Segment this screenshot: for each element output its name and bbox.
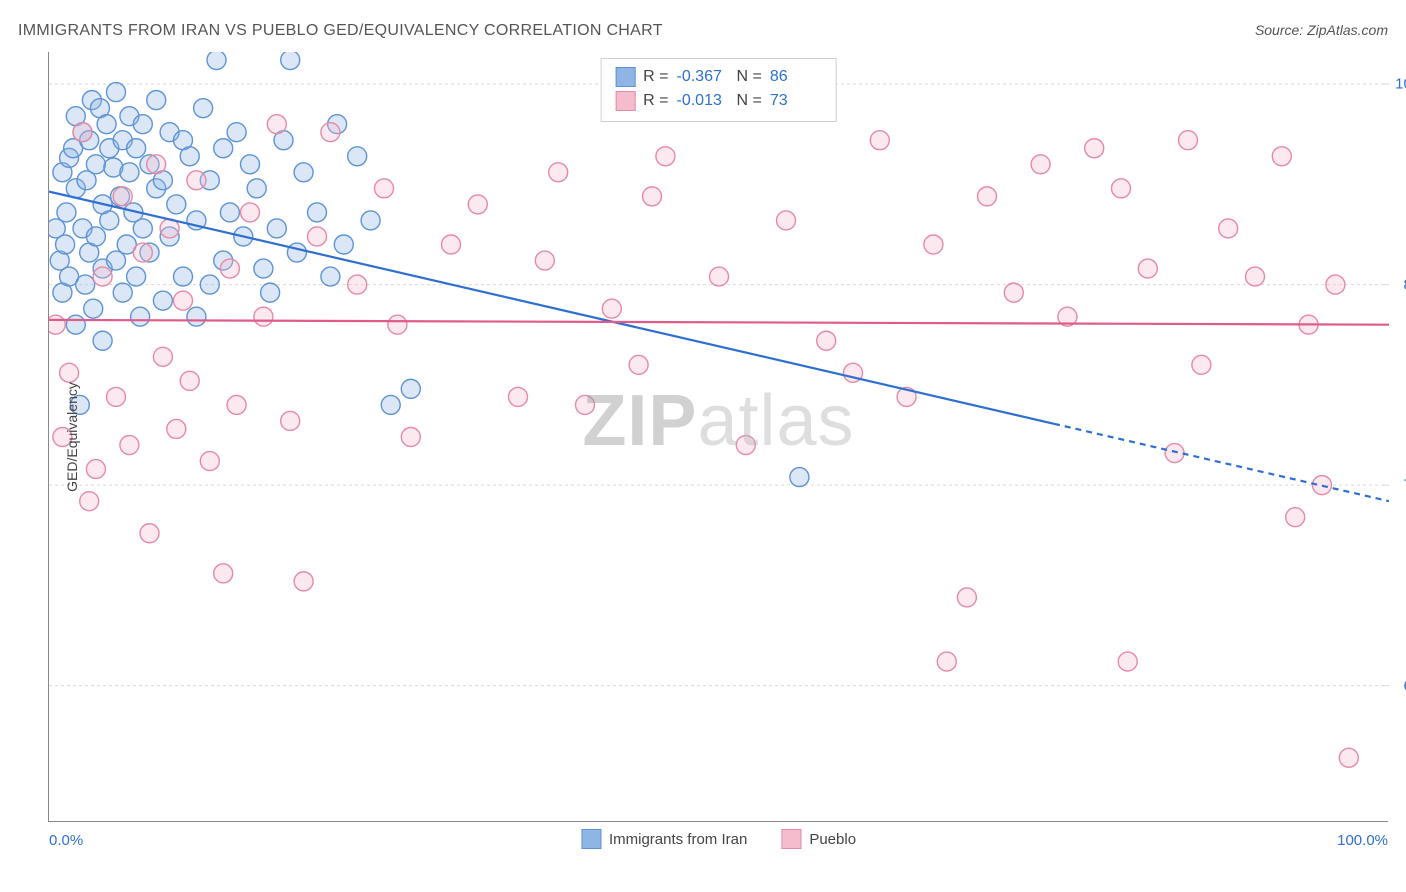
legend-item-pueblo: Pueblo <box>781 829 856 849</box>
legend-swatch-iran <box>581 829 601 849</box>
bottom-legend: Immigrants from Iran Pueblo <box>581 829 856 849</box>
r-value-iran: -0.367 <box>677 68 729 86</box>
n-label: N = <box>737 68 762 86</box>
n-label: N = <box>737 92 762 110</box>
legend-item-iran: Immigrants from Iran <box>581 829 747 849</box>
x-tick-label-max: 100.0% <box>1337 832 1388 849</box>
title-row: IMMIGRANTS FROM IRAN VS PUEBLO GED/EQUIV… <box>18 22 1388 40</box>
legend-label-pueblo: Pueblo <box>809 831 856 848</box>
legend-label-iran: Immigrants from Iran <box>609 831 747 848</box>
swatch-iran <box>615 67 635 87</box>
n-value-pueblo: 73 <box>770 92 822 110</box>
n-value-iran: 86 <box>770 68 822 86</box>
r-label: R = <box>643 68 668 86</box>
legend-swatch-pueblo <box>781 829 801 849</box>
scatter-svg <box>49 52 1389 822</box>
swatch-pueblo <box>615 91 635 111</box>
r-value-pueblo: -0.013 <box>677 92 729 110</box>
x-tick-label-min: 0.0% <box>49 832 83 849</box>
stats-box: R = -0.367 N = 86 R = -0.013 N = 73 <box>600 58 837 122</box>
source-credit: Source: ZipAtlas.com <box>1255 22 1388 38</box>
plot-area: GED/Equivalency ZIPatlas R = -0.367 N = … <box>48 52 1388 822</box>
r-label: R = <box>643 92 668 110</box>
y-tick-label: 100.0% <box>1395 76 1406 93</box>
chart-title: IMMIGRANTS FROM IRAN VS PUEBLO GED/EQUIV… <box>18 22 663 39</box>
y-axis-title: GED/Equivalency <box>64 382 80 492</box>
stats-row-iran: R = -0.367 N = 86 <box>615 65 822 89</box>
stats-row-pueblo: R = -0.013 N = 73 <box>615 89 822 113</box>
chart-container: IMMIGRANTS FROM IRAN VS PUEBLO GED/EQUIV… <box>0 0 1406 892</box>
